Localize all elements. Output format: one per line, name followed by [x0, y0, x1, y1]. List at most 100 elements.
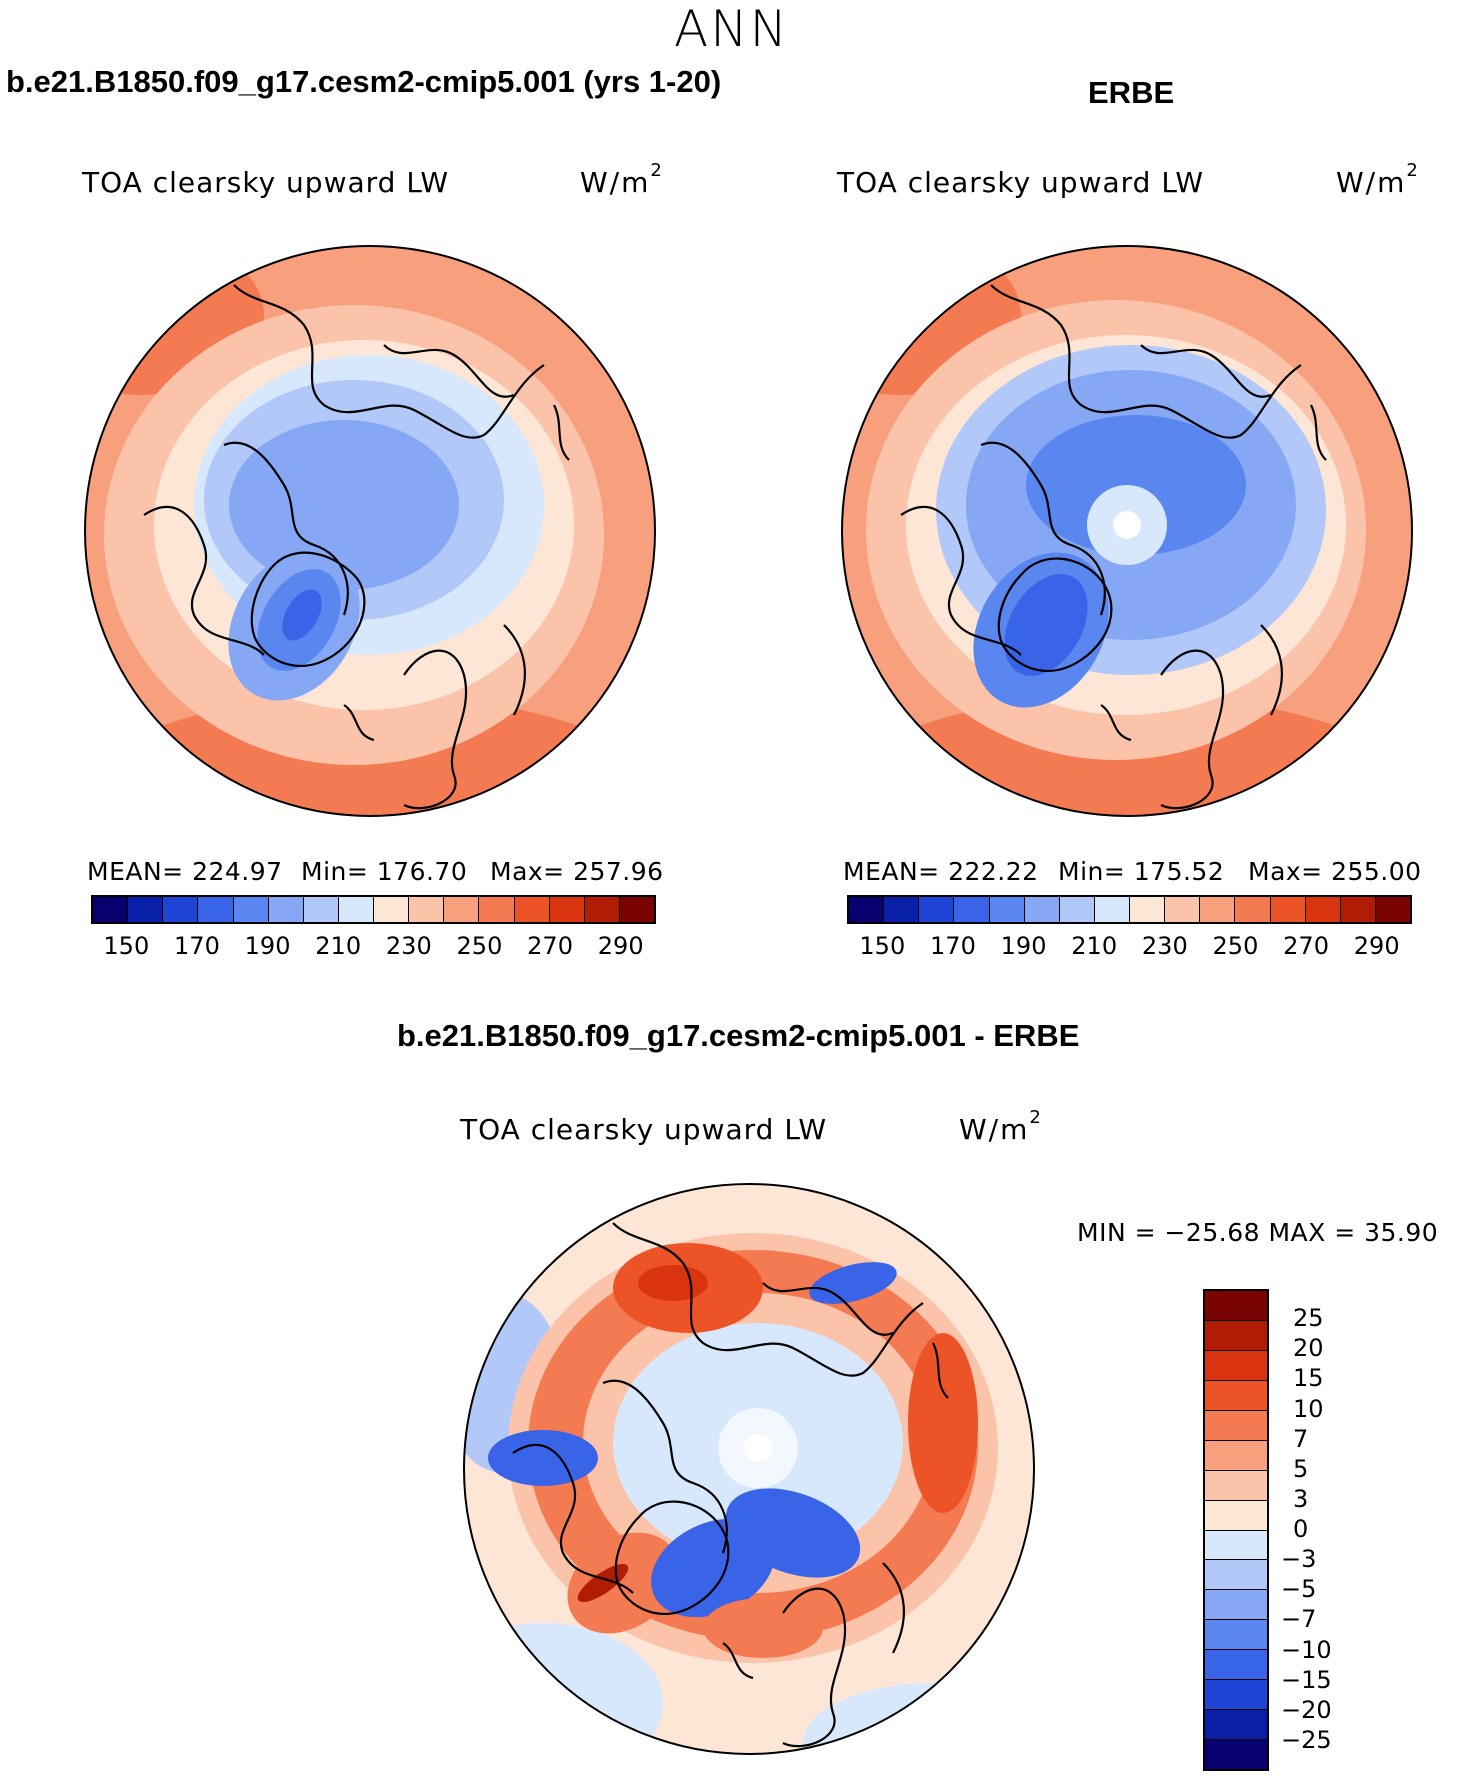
obs-max-stat: Max= 255.00 — [1248, 857, 1422, 886]
colorbar-tick-label: 250 — [1212, 932, 1259, 960]
colorbar-tick-label: −10 — [1281, 1635, 1332, 1664]
obs-panel-title: ERBE — [1088, 75, 1175, 110]
colorbar-swatch — [1130, 897, 1166, 922]
colorbar-tick-label: 210 — [315, 932, 362, 960]
colorbar-tick-label: 150 — [859, 932, 906, 960]
colorbar-swatch — [1205, 1740, 1267, 1769]
colorbar-swatch — [1094, 897, 1130, 922]
model-colorbar — [91, 895, 656, 924]
colorbar-swatch — [1235, 897, 1271, 922]
model-polar-map — [84, 245, 656, 817]
colorbar-swatch — [549, 897, 585, 922]
colorbar-swatch — [1205, 1410, 1267, 1441]
colorbar-swatch — [444, 897, 480, 922]
diff-variable-label: TOA clearsky upward LW — [460, 1113, 828, 1146]
colorbar-tick-label: −15 — [1281, 1665, 1332, 1694]
model-panel-title: b.e21.B1850.f09_g17.cesm2-cmip5.001 (yrs… — [6, 64, 722, 99]
colorbar-tick-label: 230 — [385, 932, 432, 960]
colorbar-swatch — [1205, 1500, 1267, 1531]
colorbar-swatch — [409, 897, 445, 922]
obs-min-stat: Min= 175.52 — [1058, 857, 1225, 886]
diff-panel-title: b.e21.B1850.f09_g17.cesm2-cmip5.001 - ER… — [397, 1018, 1080, 1053]
obs-unit-label: W/m2 — [1336, 160, 1418, 199]
diff-colorbar — [1203, 1289, 1269, 1771]
colorbar-tick-label: 170 — [930, 932, 976, 960]
season-label: ANN — [673, 0, 789, 58]
colorbar-swatch — [479, 897, 515, 922]
colorbar-swatch — [1205, 1350, 1267, 1381]
colorbar-swatch — [619, 897, 654, 922]
colorbar-tick-label: 3 — [1293, 1484, 1309, 1513]
colorbar-tick-label: 190 — [1000, 932, 1047, 960]
colorbar-tick-label: 170 — [174, 932, 220, 960]
colorbar-swatch — [514, 897, 550, 922]
colorbar-tick-label: 290 — [1353, 932, 1400, 960]
colorbar-swatch — [1305, 897, 1341, 922]
colorbar-tick-label: 270 — [1283, 932, 1329, 960]
colorbar-swatch — [1059, 897, 1095, 922]
colorbar-swatch — [954, 897, 990, 922]
colorbar-swatch — [1205, 1590, 1267, 1621]
obs-variable-label: TOA clearsky upward LW — [837, 166, 1205, 199]
model-min-stat: Min= 176.70 — [301, 857, 468, 886]
model-mean-stat: MEAN= 224.97 — [87, 857, 283, 886]
colorbar-tick-label: 15 — [1293, 1364, 1324, 1393]
obs-colorbar — [847, 895, 1412, 924]
obs-polar-map — [841, 245, 1413, 817]
colorbar-tick-label: −20 — [1281, 1695, 1332, 1724]
colorbar-tick-label: 0 — [1293, 1515, 1309, 1543]
colorbar-swatch — [584, 897, 620, 922]
colorbar-swatch — [1205, 1620, 1267, 1651]
model-unit-label: W/m2 — [580, 160, 662, 199]
colorbar-swatch — [884, 897, 920, 922]
colorbar-swatch — [1205, 1710, 1267, 1741]
colorbar-swatch — [1200, 897, 1236, 922]
colorbar-tick-label: 190 — [244, 932, 291, 960]
colorbar-swatch — [1205, 1560, 1267, 1591]
colorbar-tick-label: 210 — [1071, 932, 1118, 960]
colorbar-swatch — [1205, 1320, 1267, 1351]
colorbar-tick-label: 290 — [597, 932, 644, 960]
colorbar-swatch — [1205, 1440, 1267, 1471]
diff-minmax-stat: MIN = −25.68 MAX = 35.90 — [1077, 1218, 1439, 1247]
colorbar-swatch — [919, 897, 955, 922]
colorbar-tick-label: 25 — [1293, 1304, 1324, 1333]
colorbar-tick-label: −25 — [1281, 1725, 1332, 1754]
obs-mean-stat: MEAN= 222.22 — [843, 857, 1039, 886]
colorbar-tick-label: 20 — [1293, 1334, 1324, 1363]
model-max-stat: Max= 257.96 — [490, 857, 664, 886]
colorbar-swatch — [268, 897, 304, 922]
colorbar-swatch — [338, 897, 374, 922]
colorbar-tick-label: 5 — [1293, 1454, 1309, 1483]
colorbar-swatch — [303, 897, 339, 922]
colorbar-swatch — [128, 897, 164, 922]
colorbar-tick-label: 150 — [103, 932, 150, 960]
colorbar-tick-label: 7 — [1293, 1424, 1309, 1453]
colorbar-tick-label: 270 — [527, 932, 573, 960]
colorbar-swatch — [989, 897, 1025, 922]
colorbar-swatch — [1205, 1650, 1267, 1681]
colorbar-tick-label: −5 — [1281, 1575, 1317, 1604]
colorbar-swatch — [1375, 897, 1410, 922]
colorbar-swatch — [1165, 897, 1201, 922]
colorbar-swatch — [374, 897, 410, 922]
colorbar-swatch — [1205, 1530, 1267, 1561]
colorbar-swatch — [233, 897, 269, 922]
colorbar-swatch — [1205, 1470, 1267, 1501]
colorbar-swatch — [849, 897, 885, 922]
colorbar-swatch — [1205, 1291, 1267, 1321]
colorbar-tick-label: −7 — [1281, 1605, 1317, 1634]
colorbar-swatch — [1270, 897, 1306, 922]
colorbar-tick-label: 250 — [456, 932, 503, 960]
colorbar-swatch — [163, 897, 199, 922]
colorbar-tick-label: 10 — [1293, 1394, 1324, 1423]
colorbar-swatch — [198, 897, 234, 922]
colorbar-swatch — [93, 897, 129, 922]
colorbar-tick-label: 230 — [1141, 932, 1188, 960]
diff-unit-label: W/m2 — [959, 1107, 1041, 1146]
colorbar-tick-label: −3 — [1281, 1545, 1317, 1574]
colorbar-swatch — [1205, 1380, 1267, 1411]
colorbar-swatch — [1205, 1680, 1267, 1711]
diff-polar-map — [463, 1183, 1035, 1755]
colorbar-swatch — [1340, 897, 1376, 922]
